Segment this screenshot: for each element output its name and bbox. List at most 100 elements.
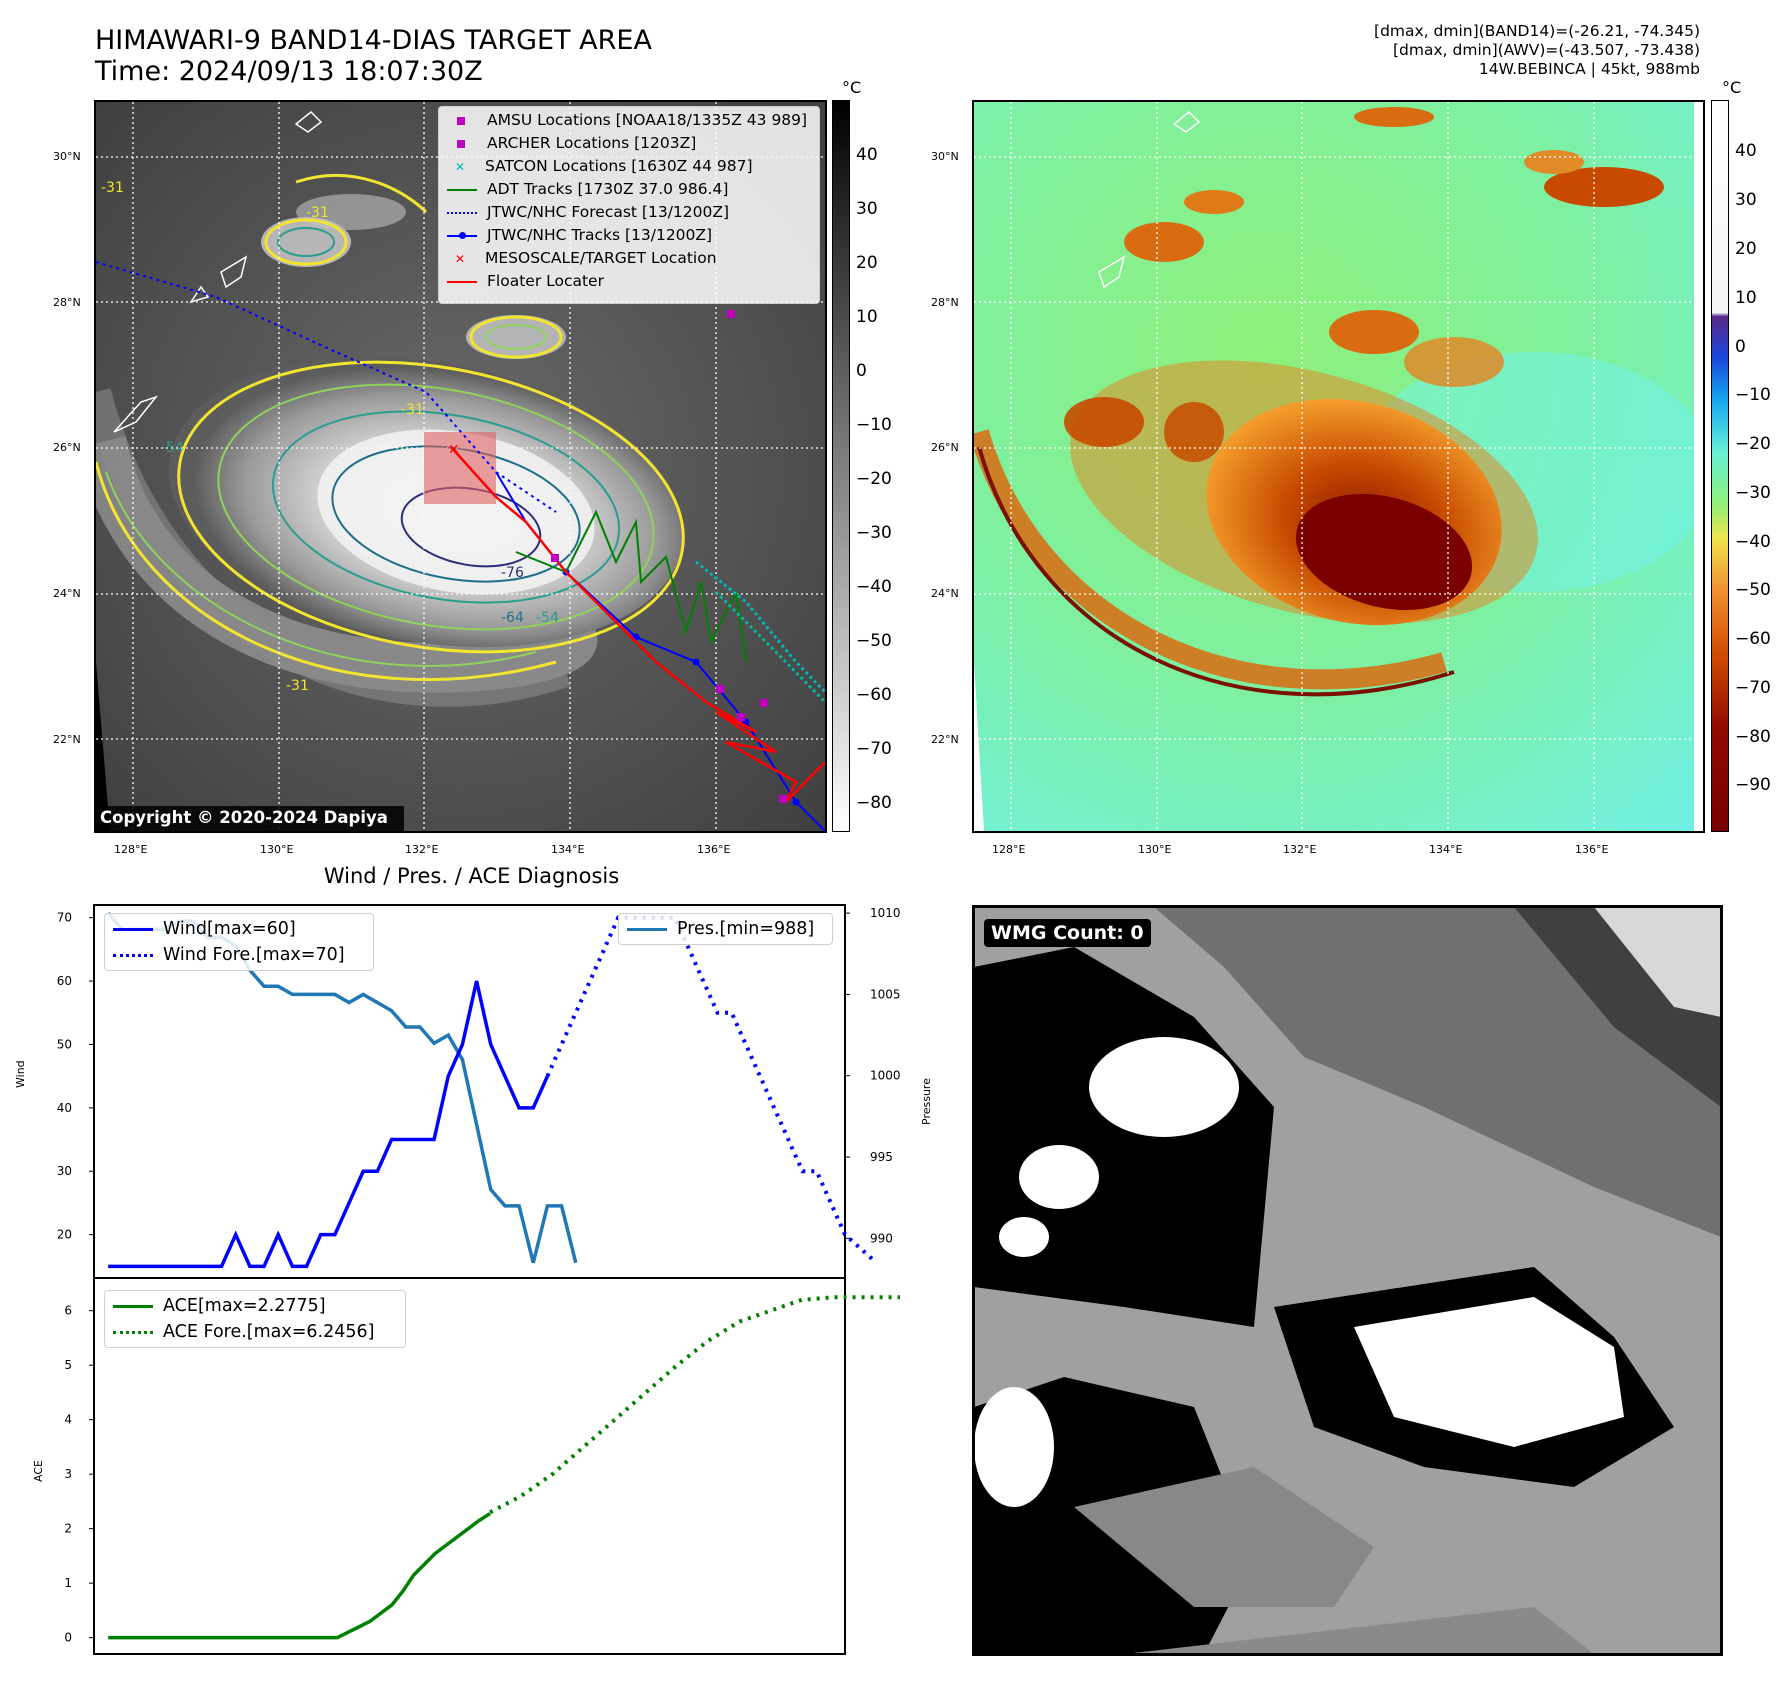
wind-line <box>108 980 550 1269</box>
lon-label: 128°E <box>992 843 1026 856</box>
dotted-line-icon <box>113 953 153 957</box>
colorbar1-tick: 0 <box>856 361 867 381</box>
wind-legend: Wind[max=60] Wind Fore.[max=70] <box>104 913 374 971</box>
colorbar1 <box>832 100 850 832</box>
colorbar1-tick: −60 <box>856 685 892 705</box>
contour-label: -31 <box>306 205 329 221</box>
ace-ytick-label: 4 <box>64 1413 72 1427</box>
colorbar2 <box>1711 100 1729 832</box>
colorbar2-tick: −20 <box>1735 434 1771 454</box>
wind-ytick-label: 20 <box>57 1228 72 1242</box>
wmg-count-badge: WMG Count: 0 <box>984 919 1151 947</box>
pressure-ytick-label: 1010 <box>870 906 900 920</box>
legend-item-wind-forecast: Wind Fore.[max=70] <box>113 945 345 965</box>
lat-label: 24°N <box>931 587 959 600</box>
svg-text:✕: ✕ <box>448 442 460 458</box>
contour-label: -64 <box>501 610 524 626</box>
colorbar1-tick: 20 <box>856 253 878 273</box>
colorbar2-tick: 30 <box>1735 190 1757 210</box>
wind-forecast-line <box>545 915 875 1262</box>
info-line-awv: [dmax, dmin](AWV)=(-43.507, -73.438) <box>1393 41 1700 59</box>
lat-label: 28°N <box>931 296 959 309</box>
pressure-axis-label: Pressure <box>920 1078 933 1125</box>
colorbar2-tick: −10 <box>1735 385 1771 405</box>
colorbar2-tick: 20 <box>1735 239 1757 259</box>
colorbar1-tick: −70 <box>856 739 892 759</box>
copyright-label: Copyright © 2020-2024 Dapiya <box>100 808 388 827</box>
pressure-ytick-label: 990 <box>870 1231 893 1245</box>
lon-label: 134°E <box>551 843 585 856</box>
line-marker-icon <box>627 927 667 931</box>
pressure-ytick-label: 1005 <box>870 987 900 1001</box>
ace-ytick-label: 0 <box>64 1631 72 1645</box>
colorbar2-tick: −90 <box>1735 775 1771 795</box>
lon-label: 136°E <box>697 843 731 856</box>
lon-label: 128°E <box>114 843 148 856</box>
legend-item-ace: ACE[max=2.2775] <box>113 1296 326 1316</box>
colorbar1-tick: −30 <box>856 523 892 543</box>
chart-title-line2: Time: 2024/09/13 18:07:30Z <box>95 56 483 87</box>
ace-forecast-line <box>489 1295 900 1515</box>
line-dot-icon <box>447 231 477 239</box>
contour-label: -31 <box>286 678 309 694</box>
lon-label: 132°E <box>1283 843 1317 856</box>
lon-label: 134°E <box>1429 843 1463 856</box>
colorbar1-tick: −80 <box>856 793 892 813</box>
ace-ytick-label: 5 <box>64 1358 72 1372</box>
legend-item-wind: Wind[max=60] <box>113 919 296 939</box>
square-marker-icon <box>457 117 465 125</box>
contour-label: -31 <box>401 402 424 418</box>
wind-ytick-label: 70 <box>57 911 72 925</box>
colorbar1-tick: −10 <box>856 415 892 435</box>
colorbar2-tick: −30 <box>1735 483 1771 503</box>
colorbar2-tick: 40 <box>1735 141 1757 161</box>
legend-item-jtwc-forecast: JTWC/NHC Forecast [13/1200Z] <box>447 203 729 221</box>
legend-item-satcon: ✕ SATCON Locations [1630Z 44 987] <box>455 157 753 175</box>
wind-ytick-label: 30 <box>57 1164 72 1178</box>
legend-item-jtwc-tracks: JTWC/NHC Tracks [13/1200Z] <box>447 226 712 244</box>
line-marker-icon <box>447 280 477 283</box>
wmg-panel: WMG Count: 0 <box>972 905 1723 1656</box>
colorbar2-tick: −50 <box>1735 580 1771 600</box>
dotted-line-icon <box>113 1330 153 1334</box>
ace-line <box>108 1512 491 1640</box>
ace-ytick-label: 2 <box>64 1522 72 1536</box>
line-marker-icon <box>447 188 477 191</box>
pressure-ytick-label: 1000 <box>870 1069 900 1083</box>
wmg-image <box>974 907 1721 1654</box>
legend-item-adt: ADT Tracks [1730Z 37.0 986.4] <box>447 180 728 198</box>
colorbar1-tick: −50 <box>856 631 892 651</box>
contour-label: -76 <box>501 565 524 581</box>
line-marker-icon <box>113 1304 153 1308</box>
info-block: [dmax, dmin](BAND14)=(-26.21, -74.345) [… <box>1374 22 1700 79</box>
legend-item-ace-forecast: ACE Fore.[max=6.2456] <box>113 1322 374 1342</box>
dotted-line-icon <box>447 211 477 214</box>
wind-ytick-label: 40 <box>57 1101 72 1115</box>
awv-map-image <box>974 102 1703 831</box>
legend-item-target: ✕ MESOSCALE/TARGET Location <box>455 249 717 267</box>
colorbar2-tick: 0 <box>1735 337 1746 357</box>
colorbar1-tick: 10 <box>856 307 878 327</box>
lat-label: 22°N <box>931 733 959 746</box>
legend-item-floater: Floater Locater <box>447 272 604 290</box>
colorbar2-tick: −40 <box>1735 532 1771 552</box>
lon-label: 130°E <box>1138 843 1172 856</box>
colorbar2-tick: 10 <box>1735 288 1757 308</box>
contour-label: -31 <box>101 180 124 196</box>
colorbar2-tick: −60 <box>1735 629 1771 649</box>
lat-label: 24°N <box>53 587 81 600</box>
colorbar2-tick: −80 <box>1735 727 1771 747</box>
colorbar1-tick: −40 <box>856 577 892 597</box>
ace-legend: ACE[max=2.2775] ACE Fore.[max=6.2456] <box>104 1290 406 1348</box>
colorbar2-unit: °C <box>1722 78 1742 97</box>
ace-ytick-label: 3 <box>64 1467 72 1481</box>
lat-label: 28°N <box>53 296 81 309</box>
lat-label: 22°N <box>53 733 81 746</box>
pressure-legend: Pres.[min=988] <box>618 913 833 945</box>
ace-ytick-label: 1 <box>64 1576 72 1590</box>
lat-label: 26°N <box>53 441 81 454</box>
ir-map-panel: -31 -31 -31 -54 -54 -64 -76 -31 <box>94 100 827 833</box>
x-marker-icon: ✕ <box>455 252 466 266</box>
legend-item-archer: ARCHER Locations [1203Z] <box>447 134 696 152</box>
lon-label: 132°E <box>405 843 439 856</box>
